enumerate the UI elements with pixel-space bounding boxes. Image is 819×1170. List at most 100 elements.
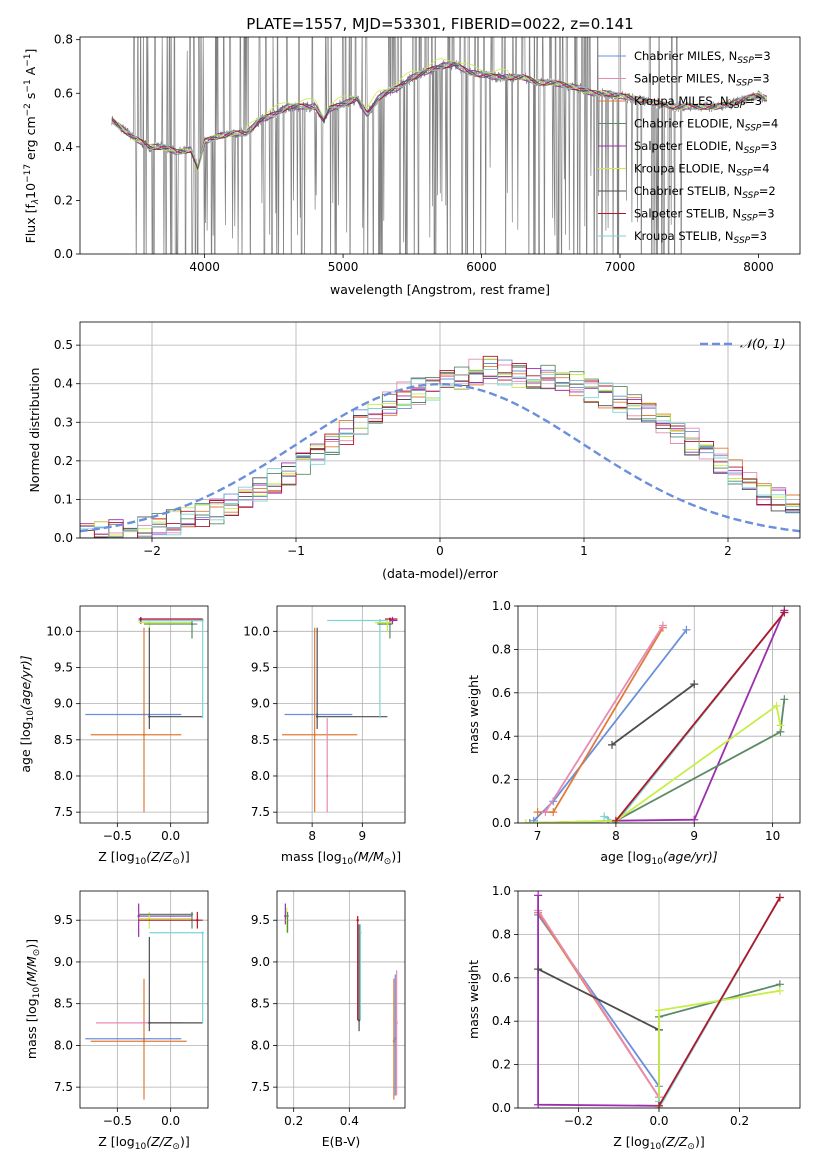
x-tick-label: 8 [308,829,316,843]
label-part: Salpeter ELODIE, N [634,139,744,153]
mass-vs-ebv-panel: 0.2 0.4 7.5 8.0 8.5 9.0 9.5 E(B-V) [251,890,406,1149]
plot-area [111,37,768,254]
data-point [357,1019,361,1022]
plus-marker [690,680,699,689]
axes-frame [79,890,209,1109]
data-point [391,619,394,622]
label-part: Z [log [98,1134,134,1149]
residual-histogram-step [80,369,800,538]
plus-marker [658,621,667,630]
legend-label: Kroupa ELODIE, NSSP=4 [634,162,770,179]
data-point [190,622,194,626]
x-axis-label: (data-model)/error [382,566,499,581]
y-tick-label: 0.4 [492,1014,511,1028]
y-tick-label: 0.0 [492,1101,511,1115]
label-part: =3 [754,49,771,63]
x-axis-label: Z [log10(Z/Z⊙)] [98,1134,189,1152]
label-part: ⊙ [172,857,180,867]
x-tick-label: −0.5 [103,1114,132,1128]
label-part: 10 [135,1142,147,1152]
y-tick-label: 0.1 [54,492,73,506]
y-tick-label: 0.6 [54,86,73,100]
plot-area [85,903,204,1100]
label-part: 10 [26,710,36,722]
label-part: −2 [23,103,33,116]
x-tick-label: 5000 [328,260,359,274]
label-part: (Z/Z [146,1134,173,1149]
label-part: SSP [737,56,754,66]
legend-label: Kroupa STELIB, NSSP=3 [634,229,767,246]
label-part: )] [391,849,401,864]
label-part: mass [log [281,849,342,864]
x-tick-label: 7000 [605,260,636,274]
y-tick-label: 0.4 [54,377,73,391]
label-part: =3 [760,139,777,153]
label-part: SSP [729,101,746,111]
legend-label: Chabrier MILES, NSSP=3 [634,49,771,66]
y-axis-label: mass weight [466,675,481,754]
data-point [142,733,146,736]
data-point [313,733,316,736]
mass-weight-line [525,704,782,823]
model-fit-line [111,60,767,168]
mass-weight-line [615,611,785,822]
label-part: 10 [23,183,38,199]
y-tick-label: 8.5 [251,997,270,1011]
x-tick-label: 0 [436,544,444,558]
plus-marker [608,740,616,749]
data-point [286,914,289,918]
label-part: −17 [23,164,33,183]
x-tick-label: 0.4 [340,1114,359,1128]
mass-weight-line [537,968,660,1031]
mass-weight-line [537,914,660,1106]
label-part: =3 [758,207,775,221]
data-point [148,1021,151,1025]
x-tick-label: 1 [580,544,588,558]
x-tick-label: 0.0 [161,1114,180,1128]
label-part: Chabrier ELODIE, N [634,117,745,131]
label-part: =4 [761,117,778,131]
data-point [139,617,142,621]
plus-marker [655,1101,663,1108]
x-tick-label: −0.2 [564,1114,593,1128]
label-part: Z [log [613,1134,649,1149]
mass-weight-line [611,683,695,746]
plus-marker [682,625,691,634]
y-tick-label: 10.0 [46,624,73,638]
axes-frame [276,605,406,824]
plus-marker [600,812,609,821]
mass-weight-line [658,989,781,1106]
label-part: SSP [741,214,758,224]
mass-weight-line [533,629,688,822]
label-part: (M/M [353,849,384,864]
y-tick-label: 0.2 [54,454,73,468]
y-tick-label: 8.0 [54,1038,73,1052]
normal-curve [80,382,800,533]
plus-marker [780,608,789,617]
label-part: (age/yr)] [663,849,718,864]
x-axis-label: Z [log10(Z/Z⊙)] [613,1134,704,1152]
y-tick-label: 9.5 [54,660,73,674]
mass-weight-line [529,699,786,823]
age-vs-mass-panel: 8 9 7.5 8.0 8.5 9.0 9.5 10.0 mass [log10(M/M⊙)] [243,605,406,867]
spectrum-panel: 4000 5000 6000 7000 8000 0.0 0.2 0.4 0.6 0.8 Chabr… [23,33,801,297]
y-tick-label: 0.6 [492,686,511,700]
plus-marker [549,808,558,817]
label-part: SSP [742,191,759,201]
label-part: ⊙ [32,949,42,957]
y-tick-label: 8.5 [54,997,73,1011]
label-part: ⊙ [384,857,392,867]
y-tick-label: 8.0 [251,1038,270,1052]
label-part: λ [31,199,41,205]
mass-weight-line [544,625,664,813]
label-part: SSP [744,146,761,156]
label-part: SSP [736,79,753,89]
y-tick-label: 0.4 [54,140,73,154]
data-point [190,913,194,916]
plot-area [534,891,784,1108]
y-tick-label: 0.6 [492,971,511,985]
data-point [196,919,199,922]
label-part: =3 [753,72,770,86]
y-tick-label: 9.5 [54,913,73,927]
